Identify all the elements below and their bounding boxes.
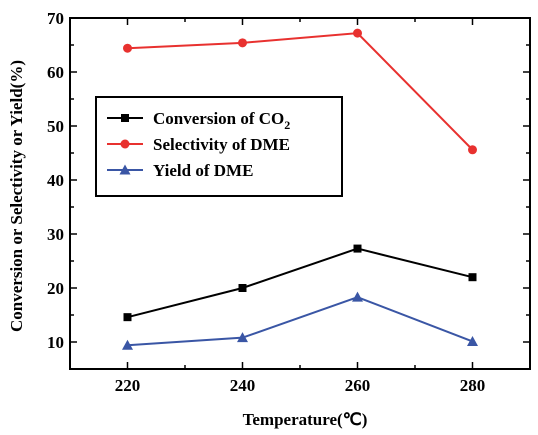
y-tick-label: 30 <box>47 225 64 244</box>
data-point-selectivity-of-dme <box>238 38 247 48</box>
legend-marker-selectivity-of-dme <box>120 139 130 149</box>
data-point-yield-of-dme <box>467 335 478 346</box>
series-line-yield-of-dme <box>127 296 473 347</box>
x-tick-label: 280 <box>460 376 486 395</box>
legend-box <box>95 96 343 197</box>
legend-label-main: Conversion of CO <box>153 109 284 128</box>
legend-marker-conversion-of-co2 <box>121 114 129 122</box>
legend-label-subscript: 2 <box>284 118 290 132</box>
x-tick-label: 240 <box>230 376 256 395</box>
data-point-conversion-of-co2 <box>468 273 477 282</box>
y-tick-label: 40 <box>47 171 64 190</box>
x-tick-label: 260 <box>345 376 371 395</box>
data-point-conversion-of-co2 <box>353 244 362 253</box>
legend-label-yield-of-dme: Yield of DME <box>153 161 253 180</box>
data-point-yield-of-dme <box>122 339 133 350</box>
y-tick-label: 70 <box>47 9 64 28</box>
y-tick-label: 60 <box>47 63 64 82</box>
x-axis-title: Temperature(℃) <box>243 410 368 429</box>
data-point-selectivity-of-dme <box>353 28 362 38</box>
series-layer <box>122 28 478 350</box>
y-axis-title: Conversion or Selectivity or Yield(%) <box>7 60 26 332</box>
legend-label-conversion-of-co2: Conversion of CO2 <box>153 109 290 132</box>
data-point-selectivity-of-dme <box>123 43 132 53</box>
legend-marker-yield-of-dme <box>119 164 131 175</box>
axes: 220 240 260 280 10 20 30 40 50 60 70 <box>47 9 531 395</box>
data-point-selectivity-of-dme <box>468 145 477 155</box>
y-tick-label: 50 <box>47 117 64 136</box>
series-line-conversion-of-co2 <box>127 247 473 319</box>
series-line-selectivity-of-dme <box>127 32 474 151</box>
legend-label-selectivity-of-dme: Selectivity of DME <box>153 135 290 154</box>
data-point-yield-of-dme <box>237 332 248 343</box>
y-tick-label: 20 <box>47 279 64 298</box>
data-point-yield-of-dme <box>352 291 363 302</box>
legend: Conversion of CO2 Selectivity of DME Yield… <box>95 96 343 197</box>
y-tick-label: 10 <box>47 333 64 352</box>
data-point-conversion-of-co2 <box>238 284 247 292</box>
data-point-conversion-of-co2 <box>123 313 132 322</box>
x-tick-label: 220 <box>115 376 141 395</box>
